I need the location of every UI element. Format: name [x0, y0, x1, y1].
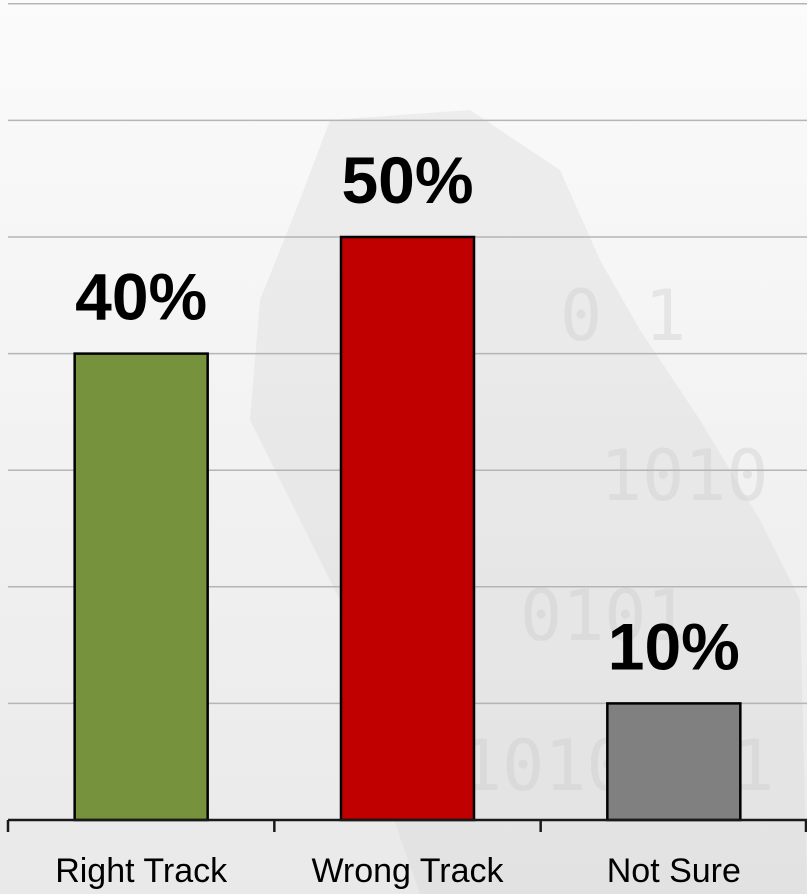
data-label-not-sure: 10%: [608, 609, 740, 683]
x-axis: [6, 818, 807, 832]
bars: [73, 235, 742, 822]
category-label-wrong-track: Wrong Track: [311, 852, 504, 890]
svg-text:0101: 0101: [520, 575, 689, 657]
data-labels: 40% 50% 10%: [75, 143, 740, 683]
data-label-right-track: 40%: [75, 260, 207, 334]
bar-wrong-track: [339, 235, 476, 822]
category-label-right-track: Right Track: [55, 852, 228, 890]
svg-text:1010: 1010: [460, 725, 629, 807]
bar-right-track: [73, 352, 209, 822]
category-label-not-sure: Not Sure: [607, 852, 741, 890]
svg-text:1010: 1010: [600, 435, 769, 517]
svg-text:0 1: 0 1: [560, 275, 686, 357]
data-label-wrong-track: 50%: [341, 143, 473, 217]
category-labels: Right Track Wrong Track Not Sure: [55, 852, 741, 890]
bar-not-sure: [606, 702, 742, 822]
